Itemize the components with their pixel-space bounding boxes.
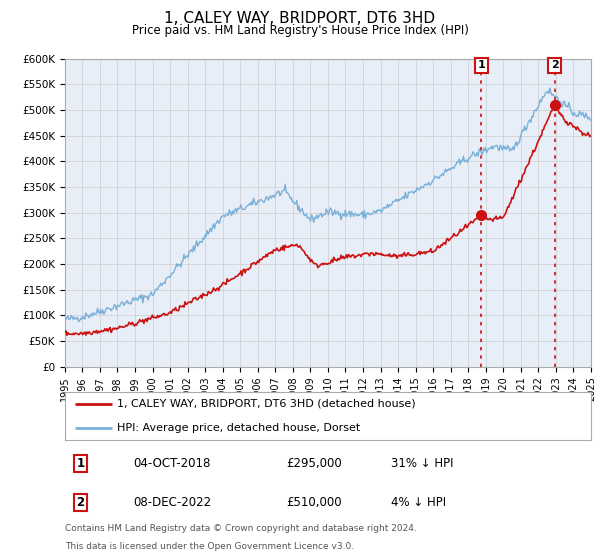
Text: 1: 1 [77, 457, 85, 470]
Text: 2: 2 [77, 496, 85, 509]
Text: 08-DEC-2022: 08-DEC-2022 [133, 496, 211, 509]
Text: Price paid vs. HM Land Registry's House Price Index (HPI): Price paid vs. HM Land Registry's House … [131, 24, 469, 36]
Text: 2: 2 [551, 60, 559, 71]
Text: 1, CALEY WAY, BRIDPORT, DT6 3HD: 1, CALEY WAY, BRIDPORT, DT6 3HD [164, 11, 436, 26]
Text: 31% ↓ HPI: 31% ↓ HPI [391, 457, 454, 470]
Text: 1, CALEY WAY, BRIDPORT, DT6 3HD (detached house): 1, CALEY WAY, BRIDPORT, DT6 3HD (detache… [118, 399, 416, 409]
Text: £295,000: £295,000 [286, 457, 341, 470]
Text: HPI: Average price, detached house, Dorset: HPI: Average price, detached house, Dors… [118, 423, 361, 433]
Text: 04-OCT-2018: 04-OCT-2018 [133, 457, 211, 470]
Text: 4% ↓ HPI: 4% ↓ HPI [391, 496, 446, 509]
Text: 1: 1 [478, 60, 485, 71]
Text: £510,000: £510,000 [286, 496, 341, 509]
Text: This data is licensed under the Open Government Licence v3.0.: This data is licensed under the Open Gov… [65, 542, 354, 550]
Text: Contains HM Land Registry data © Crown copyright and database right 2024.: Contains HM Land Registry data © Crown c… [65, 524, 416, 533]
